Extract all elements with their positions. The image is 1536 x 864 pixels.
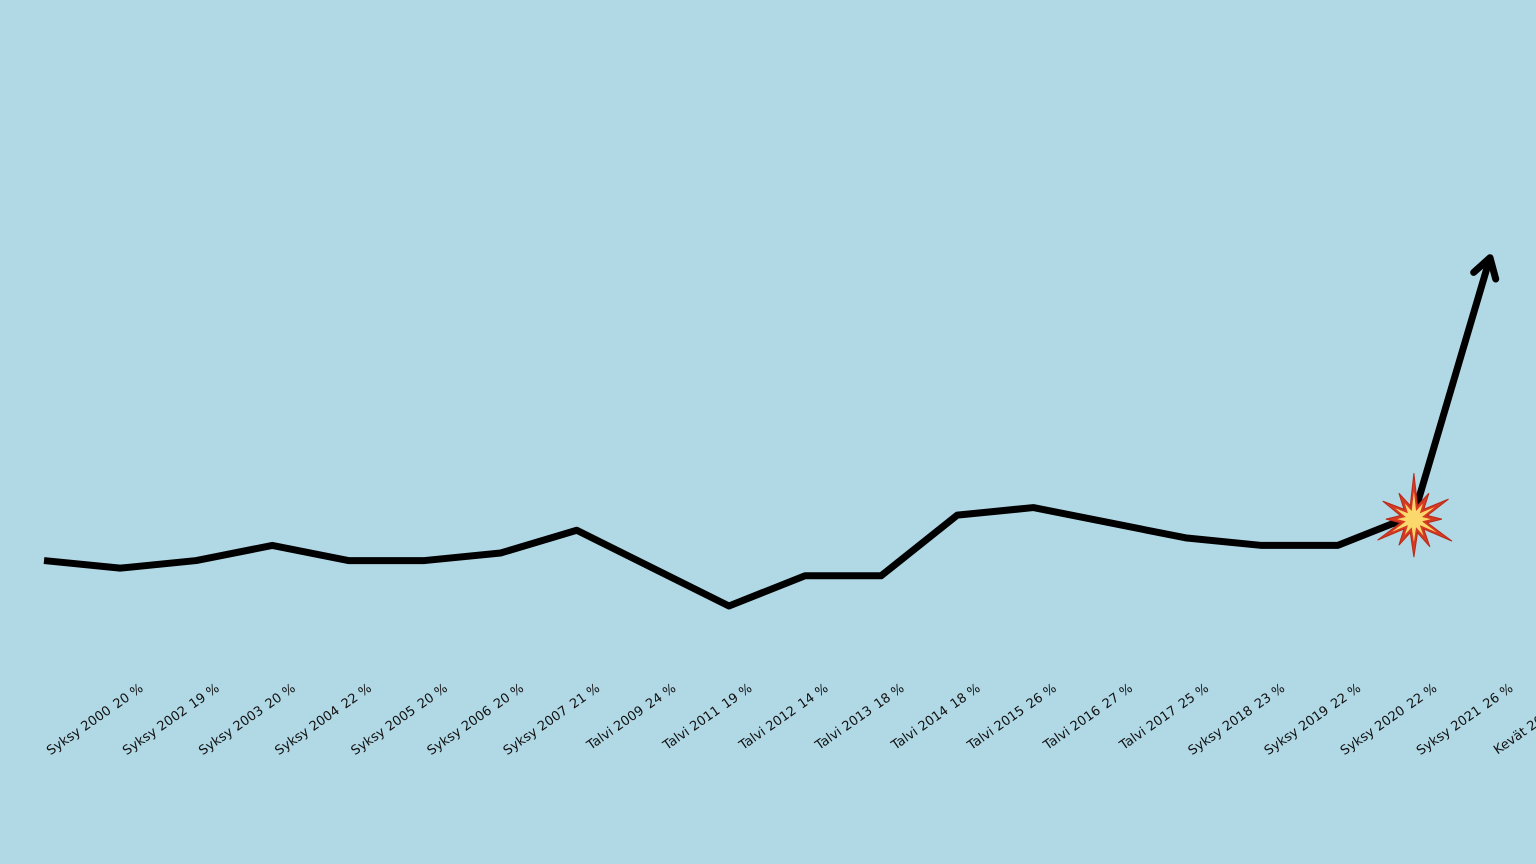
arrow-head bbox=[1470, 254, 1500, 283]
explosion-core bbox=[1392, 491, 1437, 542]
line bbox=[43, 256, 1494, 610]
